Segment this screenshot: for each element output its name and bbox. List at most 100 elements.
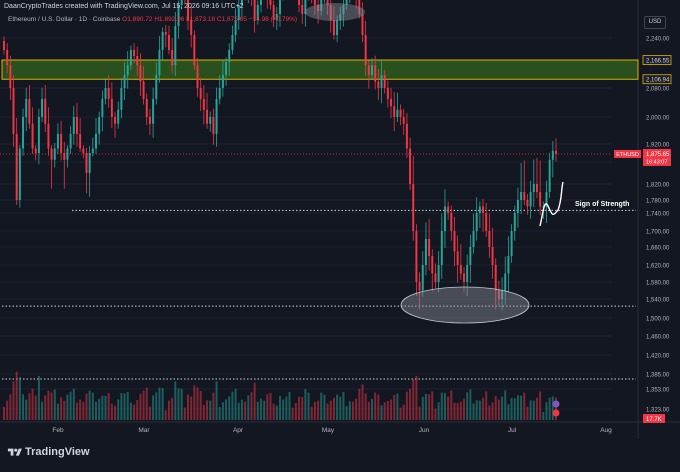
symbol-tag-text: ETHUSD bbox=[616, 152, 639, 158]
volume-bar bbox=[279, 396, 281, 420]
volume-bar bbox=[355, 398, 358, 420]
volume-bar bbox=[390, 399, 393, 420]
candle-body bbox=[6, 50, 9, 66]
volume-bar bbox=[259, 398, 262, 420]
candle-body bbox=[520, 192, 523, 200]
candle-body bbox=[18, 148, 21, 200]
volume-bar bbox=[142, 390, 145, 420]
volume-bar bbox=[364, 393, 367, 420]
time-axis-label: Mar bbox=[138, 427, 150, 434]
symbol-info: Ethereum / U.S. Dollar · 1D · Coinbase O… bbox=[8, 16, 297, 23]
volume-bar bbox=[247, 395, 250, 420]
volume-bar bbox=[60, 397, 63, 420]
candle-body bbox=[459, 265, 462, 274]
candle-body bbox=[332, 20, 335, 35]
candle-body bbox=[60, 133, 63, 153]
volume-bar bbox=[101, 395, 104, 420]
candle-body bbox=[497, 290, 500, 299]
volume-bar bbox=[555, 397, 557, 420]
candle-body bbox=[237, 5, 240, 20]
price-axis-label: 1,353.00 bbox=[646, 388, 670, 394]
volume-bar bbox=[66, 394, 69, 420]
volume-bar bbox=[294, 403, 297, 420]
candle-body bbox=[424, 239, 427, 265]
candle-body bbox=[361, 14, 364, 35]
candle-body bbox=[301, 5, 304, 14]
volume-bar bbox=[237, 402, 240, 420]
volume-bar bbox=[136, 400, 139, 420]
candle-body bbox=[155, 75, 158, 99]
volume-bar bbox=[282, 399, 285, 420]
candle-body bbox=[66, 148, 69, 160]
volume-bar bbox=[75, 402, 78, 420]
price-axis-label: 2,240.00 bbox=[646, 37, 670, 43]
candle-body bbox=[539, 192, 542, 207]
candle-body bbox=[412, 184, 415, 231]
candle-body bbox=[342, 5, 345, 14]
volume-bar bbox=[405, 391, 408, 420]
candle-body bbox=[152, 98, 155, 124]
volume-bar bbox=[129, 402, 132, 420]
zone-price-tag bbox=[642, 74, 672, 85]
candle-body bbox=[529, 192, 532, 207]
candle-body bbox=[380, 75, 383, 88]
volume-bar bbox=[72, 388, 75, 420]
volume-bar bbox=[504, 390, 507, 420]
candle-body bbox=[475, 213, 478, 231]
volume-bar bbox=[152, 395, 155, 420]
volume-bar bbox=[107, 393, 110, 420]
volume-bar bbox=[139, 393, 142, 420]
volume-bar bbox=[148, 406, 151, 420]
tradingview-logo-icon[interactable] bbox=[7, 447, 23, 458]
candle-body bbox=[453, 231, 456, 252]
candle-body bbox=[3, 41, 5, 50]
tradingview-brand-text[interactable]: TradingView bbox=[25, 446, 90, 458]
time-axis-label: Aug bbox=[600, 427, 612, 434]
candle-body bbox=[110, 98, 113, 117]
volume-bar bbox=[215, 381, 218, 420]
volume-bar bbox=[123, 393, 126, 420]
strength-pattern-drawing bbox=[539, 181, 564, 227]
volume-bar bbox=[431, 391, 434, 420]
candle-body bbox=[466, 265, 469, 282]
candle-body bbox=[272, 5, 275, 20]
volume-bar bbox=[466, 392, 469, 420]
candle-body bbox=[148, 117, 151, 124]
volume-bar bbox=[104, 396, 107, 420]
symbol-name[interactable]: Ethereum / U.S. Dollar · 1D · Coinbase bbox=[8, 16, 121, 23]
volume-bar bbox=[526, 406, 529, 420]
candle-body bbox=[374, 65, 377, 82]
price-axis-label: 1,740.00 bbox=[646, 212, 670, 218]
candle-body bbox=[75, 117, 78, 134]
candle-body bbox=[79, 133, 82, 149]
volume-bar bbox=[516, 395, 519, 420]
candle-body bbox=[358, 0, 361, 14]
currency-button[interactable]: USD bbox=[644, 16, 666, 29]
price-axis-label: 1,420.00 bbox=[646, 354, 670, 360]
candle-body bbox=[437, 265, 440, 282]
volume-bar bbox=[187, 394, 189, 420]
candle-body bbox=[69, 133, 72, 149]
candle-body bbox=[158, 50, 161, 75]
volume-bar bbox=[491, 402, 494, 420]
candle-body bbox=[472, 231, 475, 247]
candle-body bbox=[367, 65, 370, 75]
volume-bar bbox=[507, 404, 510, 420]
volume-bar bbox=[174, 381, 177, 420]
candle-body bbox=[504, 273, 507, 291]
candle-body bbox=[221, 75, 224, 88]
candle-body bbox=[313, 0, 316, 5]
volume-bar bbox=[47, 390, 50, 420]
candle-body bbox=[548, 159, 551, 192]
zone-price-text: 2,106.94 bbox=[646, 78, 670, 84]
volume-bar bbox=[358, 389, 361, 420]
candle-body bbox=[56, 133, 59, 149]
candle-body bbox=[275, 14, 278, 20]
zone-price-tag bbox=[642, 55, 672, 65]
candle-body bbox=[199, 88, 202, 99]
candle-body bbox=[463, 273, 465, 282]
volume-tag-text: 17.7K bbox=[646, 417, 662, 423]
candle-body bbox=[114, 117, 117, 124]
